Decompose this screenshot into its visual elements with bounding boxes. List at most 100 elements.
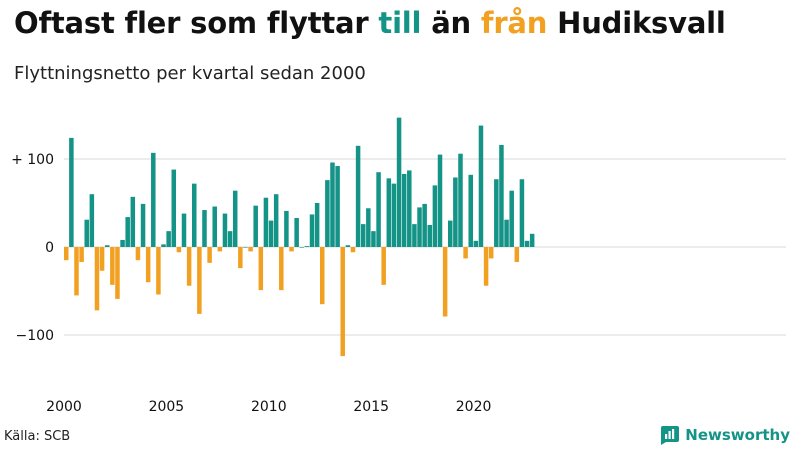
- bar-positive: [366, 208, 371, 247]
- bar-positive: [294, 217, 299, 247]
- y-tick-label: −100: [16, 328, 54, 344]
- bar-positive: [309, 214, 315, 247]
- bar-negative: [463, 247, 468, 259]
- x-tick-label: 2015: [353, 399, 389, 415]
- bar-positive: [360, 224, 366, 247]
- bar-positive: [243, 247, 248, 248]
- bar-positive: [453, 177, 458, 247]
- bar-negative: [514, 247, 520, 262]
- bar-positive: [202, 210, 207, 247]
- bar-negative: [442, 247, 448, 317]
- bar-positive: [335, 166, 340, 247]
- bar-chart-logo-icon: [661, 426, 680, 445]
- bar-negative: [381, 247, 386, 285]
- bar-negative: [248, 247, 253, 252]
- bar-positive: [412, 224, 417, 247]
- bar-negative: [110, 247, 115, 285]
- bar-negative: [488, 247, 494, 259]
- bar-positive: [273, 194, 279, 247]
- bar-positive: [473, 240, 479, 247]
- bar-positive: [468, 174, 473, 247]
- bar-positive: [478, 125, 484, 247]
- bar-positive: [396, 117, 402, 247]
- bar-positive: [130, 196, 136, 247]
- bar-negative: [79, 247, 84, 262]
- bar-positive: [432, 185, 438, 247]
- bar-positive: [417, 207, 422, 247]
- bar-positive: [371, 231, 376, 247]
- bar-negative: [258, 247, 264, 291]
- bar-positive: [161, 244, 166, 247]
- chart-subtitle: Flyttningsnetto per kvartal sedan 2000: [14, 63, 366, 84]
- title-highlight-out: från: [480, 6, 548, 40]
- chart-title: Oftast fler som flyttar till än från Hud…: [14, 6, 726, 40]
- bar-positive: [253, 205, 258, 247]
- bar-positive: [263, 197, 269, 247]
- bar-negative: [279, 247, 284, 291]
- bar-positive: [494, 179, 499, 247]
- bar-positive: [437, 154, 443, 247]
- bar-negative: [197, 247, 202, 314]
- bar-negative: [207, 247, 212, 263]
- bar-positive: [69, 137, 74, 247]
- bar-negative: [320, 247, 325, 305]
- bar-negative: [115, 247, 120, 299]
- bar-positive: [304, 246, 310, 247]
- bar-positive: [232, 190, 238, 247]
- bar-positive: [166, 231, 171, 247]
- title-part-1: Oftast fler som flyttar: [14, 6, 379, 40]
- title-highlight-in: till: [378, 6, 422, 40]
- bar-positive: [427, 225, 433, 247]
- bar-positive: [120, 239, 125, 247]
- bar-negative: [135, 247, 141, 261]
- y-tick-label: 0: [45, 240, 54, 256]
- bar-negative: [74, 247, 79, 296]
- bar-positive: [125, 217, 130, 247]
- x-tick-label: 2000: [46, 399, 82, 415]
- bar-negative: [289, 247, 294, 252]
- bar-negative: [94, 247, 100, 311]
- bar-positive: [140, 203, 146, 247]
- bar-positive: [519, 179, 525, 247]
- bar-negative: [350, 247, 356, 253]
- bar-negative: [483, 247, 489, 286]
- bar-negative: [186, 247, 192, 286]
- x-tick-label: 2010: [251, 399, 287, 415]
- bar-positive: [401, 173, 407, 247]
- bar-positive: [192, 183, 197, 247]
- bar-negative: [217, 247, 223, 252]
- bar-positive: [509, 190, 514, 247]
- bar-positive: [448, 220, 453, 247]
- bar-positive: [222, 213, 228, 247]
- bar-negative: [340, 247, 345, 357]
- bar-positive: [181, 213, 187, 247]
- bar-positive: [151, 152, 156, 247]
- bar-positive: [325, 180, 330, 247]
- bar-positive: [227, 231, 233, 247]
- x-tick-label: 2005: [149, 399, 185, 415]
- source-note: Källa: SCB: [4, 429, 71, 444]
- bar-positive: [104, 245, 110, 247]
- bar-positive: [212, 206, 217, 247]
- bar-positive: [386, 178, 392, 247]
- bar-positive: [422, 203, 427, 247]
- brand-name: Newsworthy: [685, 426, 790, 444]
- bar-negative: [238, 247, 243, 269]
- bar-positive: [504, 219, 509, 247]
- bar-negative: [176, 247, 182, 253]
- bar-positive: [524, 240, 530, 247]
- bar-positive: [284, 210, 289, 247]
- x-tick-label: 2020: [456, 399, 492, 415]
- bar-positive: [84, 219, 89, 247]
- y-tick-label: + 100: [11, 152, 54, 168]
- bar-positive: [355, 145, 361, 247]
- brand-logo: Newsworthy: [659, 425, 790, 445]
- bar-positive: [299, 247, 305, 248]
- bar-positive: [499, 144, 504, 247]
- bar-positive: [314, 203, 320, 247]
- title-part-3: Hudiksvall: [547, 6, 726, 40]
- bar-positive: [171, 169, 177, 247]
- bar-positive: [345, 245, 351, 247]
- bar-positive: [89, 194, 95, 247]
